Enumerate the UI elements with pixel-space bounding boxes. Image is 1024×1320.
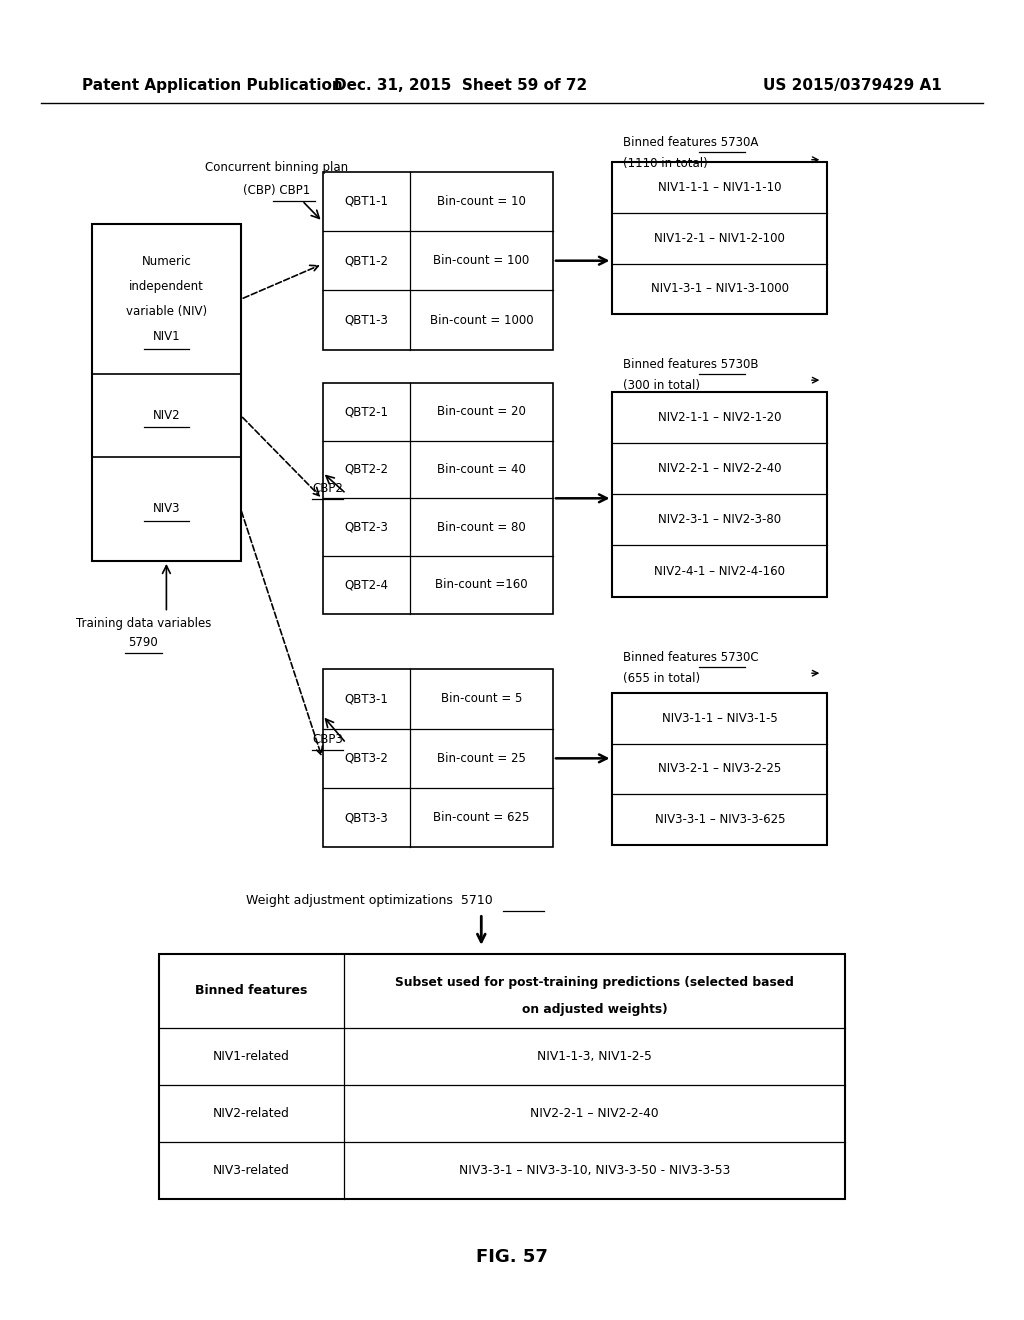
Text: Subset used for post-training predictions (selected based: Subset used for post-training prediction… xyxy=(395,975,794,989)
Text: QBT1-2: QBT1-2 xyxy=(344,255,388,267)
Bar xyxy=(323,669,553,847)
Bar xyxy=(612,693,827,845)
Text: Bin-count = 100: Bin-count = 100 xyxy=(433,255,529,267)
Text: (1110 in total): (1110 in total) xyxy=(623,157,708,170)
Text: NIV3: NIV3 xyxy=(153,503,180,515)
Text: Binned features 5730B: Binned features 5730B xyxy=(623,358,758,371)
Text: NIV2-2-1 – NIV2-2-40: NIV2-2-1 – NIV2-2-40 xyxy=(530,1106,658,1119)
Text: QBT1-1: QBT1-1 xyxy=(344,195,388,207)
Bar xyxy=(612,392,827,597)
Text: Dec. 31, 2015  Sheet 59 of 72: Dec. 31, 2015 Sheet 59 of 72 xyxy=(334,78,588,92)
Text: Binned features: Binned features xyxy=(196,985,307,998)
Text: Bin-count =160: Bin-count =160 xyxy=(435,578,527,591)
Text: Bin-count = 1000: Bin-count = 1000 xyxy=(430,314,534,326)
Text: independent: independent xyxy=(129,280,204,293)
Text: NIV2-3-1 – NIV2-3-80: NIV2-3-1 – NIV2-3-80 xyxy=(658,513,781,527)
Text: (655 in total): (655 in total) xyxy=(623,672,699,685)
Text: NIV1-1-3, NIV1-2-5: NIV1-1-3, NIV1-2-5 xyxy=(537,1049,652,1063)
Text: (CBP) CBP1: (CBP) CBP1 xyxy=(243,183,310,197)
Text: NIV1-1-1 – NIV1-1-10: NIV1-1-1 – NIV1-1-10 xyxy=(658,181,781,194)
Text: Bin-count = 625: Bin-count = 625 xyxy=(433,812,529,824)
Text: Concurrent binning plan: Concurrent binning plan xyxy=(205,161,348,174)
Text: NIV2-4-1 – NIV2-4-160: NIV2-4-1 – NIV2-4-160 xyxy=(654,565,785,578)
Text: NIV1: NIV1 xyxy=(153,330,180,343)
Text: Bin-count = 25: Bin-count = 25 xyxy=(437,752,526,764)
Text: Bin-count = 80: Bin-count = 80 xyxy=(437,520,526,533)
Text: QBT2-1: QBT2-1 xyxy=(344,405,388,418)
Bar xyxy=(92,224,241,561)
Text: (300 in total): (300 in total) xyxy=(623,379,699,392)
Bar xyxy=(159,954,845,1199)
Text: NIV1-3-1 – NIV1-3-1000: NIV1-3-1 – NIV1-3-1000 xyxy=(651,282,788,296)
Text: NIV1-2-1 – NIV1-2-100: NIV1-2-1 – NIV1-2-100 xyxy=(654,232,785,244)
Text: QBT3-2: QBT3-2 xyxy=(344,752,388,764)
Text: US 2015/0379429 A1: US 2015/0379429 A1 xyxy=(763,78,942,92)
Text: Binned features 5730C: Binned features 5730C xyxy=(623,651,758,664)
Text: QBT2-2: QBT2-2 xyxy=(344,463,388,477)
Text: Numeric: Numeric xyxy=(141,255,191,268)
Text: Bin-count = 40: Bin-count = 40 xyxy=(437,463,526,477)
Text: Bin-count = 10: Bin-count = 10 xyxy=(437,195,526,207)
Text: QBT2-4: QBT2-4 xyxy=(344,578,388,591)
Text: NIV2: NIV2 xyxy=(153,409,180,422)
Bar xyxy=(323,172,553,350)
Text: Training data variables: Training data variables xyxy=(76,616,211,630)
Text: NIV2-2-1 – NIV2-2-40: NIV2-2-1 – NIV2-2-40 xyxy=(658,462,781,475)
Text: NIV3-3-1 – NIV3-3-625: NIV3-3-1 – NIV3-3-625 xyxy=(654,813,785,826)
Text: Binned features 5730A: Binned features 5730A xyxy=(623,136,758,149)
Text: CBP3: CBP3 xyxy=(312,733,343,746)
Text: on adjusted weights): on adjusted weights) xyxy=(521,1003,668,1016)
Text: NIV3-3-1 – NIV3-3-10, NIV3-3-50 - NIV3-3-53: NIV3-3-1 – NIV3-3-10, NIV3-3-50 - NIV3-3… xyxy=(459,1163,730,1176)
Text: variable (NIV): variable (NIV) xyxy=(126,305,207,318)
Text: NIV2-related: NIV2-related xyxy=(213,1106,290,1119)
Text: 5790: 5790 xyxy=(128,636,159,649)
Bar xyxy=(323,383,553,614)
Text: QBT1-3: QBT1-3 xyxy=(344,314,388,326)
Text: NIV3-related: NIV3-related xyxy=(213,1163,290,1176)
Bar xyxy=(612,162,827,314)
Text: Bin-count = 5: Bin-count = 5 xyxy=(441,693,522,705)
Text: CBP2: CBP2 xyxy=(312,482,343,495)
Text: Bin-count = 20: Bin-count = 20 xyxy=(437,405,526,418)
Text: NIV3-1-1 – NIV3-1-5: NIV3-1-1 – NIV3-1-5 xyxy=(662,711,778,725)
Text: Weight adjustment optimizations  5710: Weight adjustment optimizations 5710 xyxy=(246,894,493,907)
Text: QBT3-3: QBT3-3 xyxy=(344,812,388,824)
Text: NIV3-2-1 – NIV3-2-25: NIV3-2-1 – NIV3-2-25 xyxy=(658,763,781,775)
Text: NIV1-related: NIV1-related xyxy=(213,1049,290,1063)
Text: NIV2-1-1 – NIV2-1-20: NIV2-1-1 – NIV2-1-20 xyxy=(658,411,781,424)
Text: FIG. 57: FIG. 57 xyxy=(476,1247,548,1266)
Text: QBT3-1: QBT3-1 xyxy=(344,693,388,705)
Text: Patent Application Publication: Patent Application Publication xyxy=(82,78,343,92)
Text: QBT2-3: QBT2-3 xyxy=(344,520,388,533)
